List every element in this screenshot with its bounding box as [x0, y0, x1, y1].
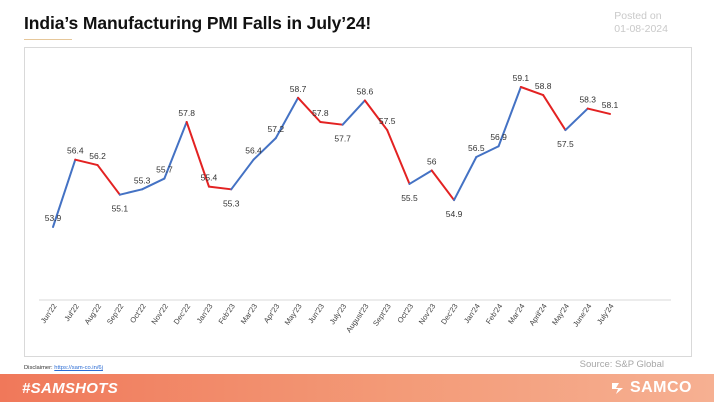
source-note: Source: S&P Global: [579, 359, 664, 370]
x-tick-label: Mar'23: [239, 302, 259, 326]
line-segment: [274, 96, 300, 140]
line-segment: [341, 99, 366, 126]
line-segment: [252, 137, 277, 161]
footer-bar: #SAMSHOTS SAMCO: [0, 374, 714, 402]
x-tick-label: July'23: [328, 302, 349, 326]
x-tick-label: Jun'23: [306, 302, 326, 325]
x-tick-label: Aug'22: [83, 302, 104, 326]
hashtag-label: #SAMSHOTS: [22, 380, 119, 397]
brand-name: SAMCO: [629, 379, 692, 396]
line-segment: [363, 99, 389, 132]
posted-date: 01-08-2024: [614, 23, 668, 35]
line-segment: [475, 145, 500, 158]
line-segment: [96, 164, 121, 196]
data-label: 58.8: [535, 81, 552, 91]
x-tick-label: Oct'22: [128, 302, 148, 325]
data-label: 58.1: [602, 100, 619, 110]
disclaimer-label: Disclaimer:: [24, 365, 53, 371]
line-segment: [519, 86, 545, 97]
data-label: 57.8: [312, 108, 329, 118]
data-label: 56: [427, 156, 437, 166]
x-tick-labels: Jun'22 Jul'22 Aug'22 Sep'22 Oct'22 Nov'22 Dec'…: [39, 302, 616, 334]
data-label: 55.3: [223, 198, 240, 208]
line-segment: [564, 107, 589, 132]
line-segment: [497, 86, 522, 148]
samco-logo-icon: [611, 383, 623, 394]
data-labels: 53.9 56.4 56.2 55.1 55.3 55.7 57.8 55.4 55.3 56.4…: [45, 73, 619, 223]
title-underline: [24, 39, 72, 40]
line-segment: [163, 121, 188, 180]
line-segment: [207, 185, 233, 191]
x-tick-label: June'24: [571, 302, 593, 328]
x-tick-label: Sep'22: [105, 302, 126, 326]
data-label: 56.4: [245, 146, 262, 156]
x-tick-label: Jul'22: [62, 302, 80, 323]
posted-date-block: Posted on 01-08-2024: [614, 10, 668, 36]
line-segment: [185, 121, 210, 188]
x-tick-label: Nov'22: [149, 302, 170, 326]
x-tick-label: Dec'23: [439, 302, 460, 326]
line-segment: [118, 188, 144, 196]
data-label: 55.5: [401, 193, 418, 203]
disclaimer-link[interactable]: https://sam-co.in/6j: [54, 365, 103, 371]
data-label: 56.5: [468, 143, 485, 153]
data-label: 55.7: [156, 165, 173, 175]
line-segment: [74, 158, 99, 167]
data-label: 57.2: [268, 124, 285, 134]
line-segment: [230, 158, 255, 191]
x-tick-label: Oct'23: [395, 302, 415, 325]
data-label: 56.2: [89, 151, 106, 161]
data-label: 56.9: [490, 132, 507, 142]
line-segment: [430, 169, 456, 202]
line-segments: [52, 86, 611, 228]
line-segment: [297, 96, 322, 123]
line-segment: [542, 94, 567, 132]
page-title: India’s Manufacturing PMI Falls in July’…: [24, 13, 372, 33]
x-tick-label: August'23: [344, 302, 370, 334]
brand-logo: SAMCO: [610, 379, 692, 397]
pmi-line-chart: 53.9 56.4 56.2 55.1 55.3 55.7 57.8 55.4 55.3 56.4…: [39, 73, 671, 334]
x-tick-label: Dec'22: [172, 302, 193, 326]
data-label: 54.9: [446, 209, 463, 219]
line-segment: [453, 156, 478, 202]
x-tick-label: May'23: [283, 302, 304, 327]
line-segment: [586, 107, 611, 115]
data-label: 58.7: [290, 84, 307, 94]
x-tick-label: Jun'22: [39, 302, 59, 325]
data-points: [52, 86, 611, 228]
data-label: 58.6: [357, 86, 374, 96]
x-tick-label: Apr'23: [262, 302, 282, 325]
line-segment: [52, 158, 77, 228]
x-tick-label: April'24: [527, 302, 549, 327]
x-tick-label: July'24: [595, 302, 616, 326]
x-tick-label: Nov'23: [417, 302, 438, 326]
line-segment: [408, 169, 433, 185]
data-label: 53.9: [45, 213, 62, 223]
chart-container: 53.9 56.4 56.2 55.1 55.3 55.7 57.8 55.4 55.3 56.4…: [24, 47, 692, 357]
data-label: 58.3: [579, 95, 596, 105]
data-label: 57.5: [379, 116, 396, 126]
x-tick-label: Jan'24: [462, 302, 482, 325]
data-label: 57.8: [178, 108, 195, 118]
x-tick-label: May'24: [550, 302, 571, 327]
x-tick-label: Jan'23: [195, 302, 215, 325]
x-tick-label: Mar'24: [506, 302, 526, 326]
data-label: 55.3: [134, 175, 151, 185]
line-segment: [319, 121, 344, 126]
x-tick-label: Feb'24: [484, 302, 504, 326]
data-label: 57.7: [334, 134, 351, 144]
posted-label: Posted on: [614, 10, 662, 22]
x-tick-label: Sept'23: [371, 302, 393, 328]
data-label: 55.1: [112, 204, 129, 214]
data-label: 55.4: [201, 173, 218, 183]
data-label: 56.4: [67, 146, 84, 156]
line-segment: [386, 129, 411, 185]
data-label: 59.1: [513, 73, 530, 83]
x-tick-label: Feb'23: [216, 302, 236, 326]
data-label: 57.5: [557, 139, 574, 149]
disclaimer: Disclaimer: https://sam-co.in/6j: [24, 365, 103, 371]
line-segment: [141, 177, 166, 191]
